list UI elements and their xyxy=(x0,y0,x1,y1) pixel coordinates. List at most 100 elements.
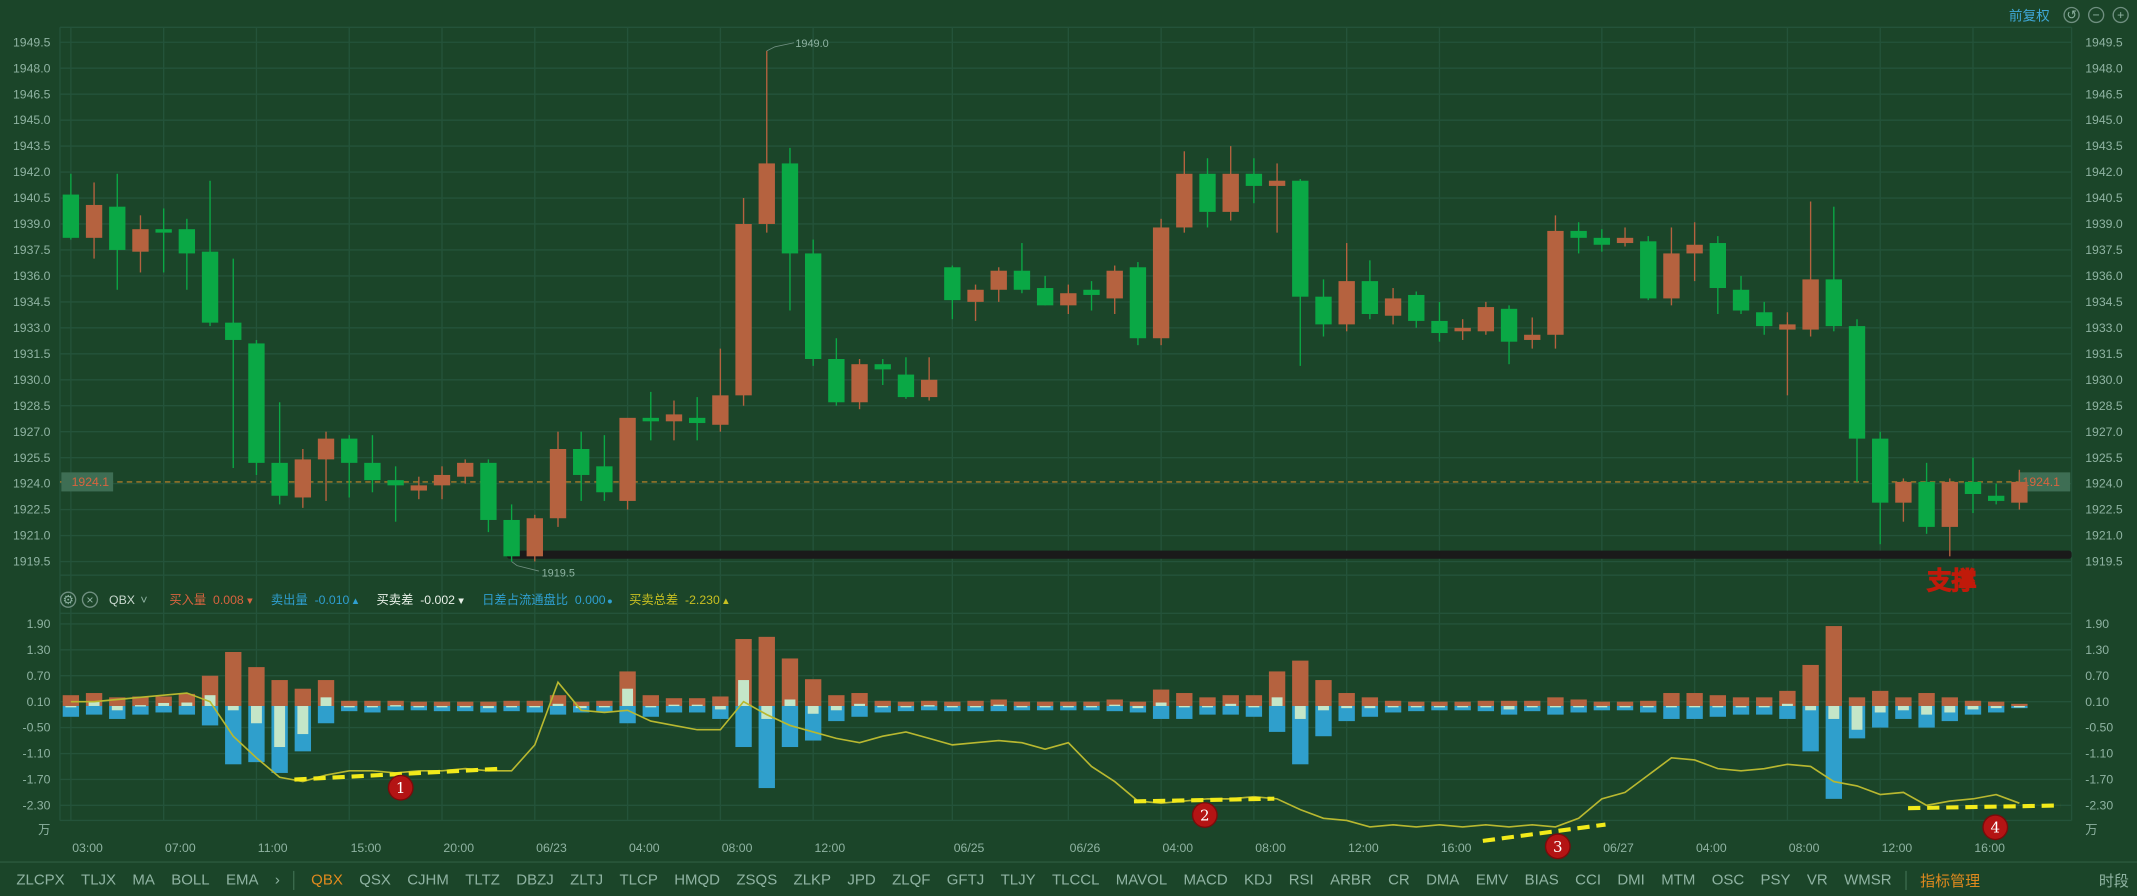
tab-cr[interactable]: CR xyxy=(1388,871,1410,888)
candle xyxy=(1292,178,1309,366)
buy-volume-bar xyxy=(1732,697,1750,706)
candle xyxy=(1732,275,1750,314)
tab-arbr[interactable]: ARBR xyxy=(1330,871,1372,888)
tab-tlccl[interactable]: TLCCL xyxy=(1051,871,1100,888)
chart-canvas[interactable]: 1949.5 1949.5 1948.0 1948.0 1946.5 1946.5 1945… xyxy=(0,0,2137,861)
net-diff-bar xyxy=(714,705,726,710)
tab-dbzj[interactable]: DBZJ xyxy=(516,871,554,888)
tabs-scroll-chevron-icon[interactable]: › xyxy=(274,871,280,888)
tab-vr[interactable]: VR xyxy=(1806,871,1828,888)
net-diff-bar xyxy=(1062,705,1074,708)
tab-kdj[interactable]: KDJ xyxy=(1244,871,1273,888)
candle xyxy=(1988,483,2005,505)
tab-cci[interactable]: CCI xyxy=(1575,871,1602,888)
time-tick-label: 07:00 xyxy=(165,841,196,855)
trend-annotation-line xyxy=(1908,803,2061,811)
tab-bias[interactable]: BIAS xyxy=(1524,871,1559,888)
close-icon[interactable]: × xyxy=(81,590,99,608)
tab-cjhm[interactable]: CJHM xyxy=(407,871,449,888)
qbx-bar-group xyxy=(1129,701,1147,713)
buy-volume-bar xyxy=(1338,693,1355,706)
candle-body xyxy=(526,518,543,557)
tab-zsqs[interactable]: ZSQS xyxy=(736,871,778,888)
price-tick-right: 1928.5 xyxy=(2085,399,2123,413)
tab-qsx[interactable]: QSX xyxy=(359,871,391,888)
indicator-name[interactable]: QBX xyxy=(109,592,135,606)
tab-jpd[interactable]: JPD xyxy=(847,871,876,888)
tab-tltz[interactable]: TLTZ xyxy=(465,871,500,888)
tab-ema[interactable]: EMA xyxy=(225,871,259,888)
qbx-bar-group xyxy=(1060,701,1077,711)
price-tick-left: 1933.0 xyxy=(13,321,51,335)
candle xyxy=(85,182,103,259)
tab-tlcp[interactable]: TLCP xyxy=(619,871,658,888)
net-diff-bar xyxy=(1712,705,1724,708)
qbx-bar-group xyxy=(619,671,636,724)
candle-body xyxy=(1802,279,1819,330)
tab-zlqf[interactable]: ZLQF xyxy=(892,871,931,888)
zoom-out-icon[interactable]: − xyxy=(2087,6,2105,23)
price-tick-right: 1948.0 xyxy=(2085,61,2123,75)
sub-tick-left: -0.50 xyxy=(23,721,51,735)
tab-zlcpx[interactable]: ZLCPX xyxy=(16,871,65,888)
sell-volume-bar xyxy=(364,705,381,713)
tab-mtm[interactable]: MTM xyxy=(1661,871,1696,888)
candle xyxy=(526,514,543,562)
buy-volume-bar xyxy=(1802,664,1819,706)
period-button[interactable]: 时段 xyxy=(2098,872,2129,890)
candle-body xyxy=(1477,307,1495,332)
tab-hmqd[interactable]: HMQD xyxy=(674,871,721,888)
buy-volume-bar xyxy=(1036,701,1054,706)
tab-tljx[interactable]: TLJX xyxy=(81,871,117,888)
qbx-bar-group xyxy=(294,688,312,752)
gear-icon[interactable]: ⚙ xyxy=(59,590,77,608)
tab-qbx[interactable]: QBX xyxy=(311,871,343,888)
candle-body xyxy=(665,414,683,422)
buy-volume-bar xyxy=(1431,701,1448,706)
buy-volume-bar xyxy=(944,701,961,706)
tab-wmsr[interactable]: WMSR xyxy=(1844,871,1892,888)
price-tick-left: 1946.5 xyxy=(13,87,51,101)
buy-volume-bar xyxy=(225,651,242,706)
undo-icon[interactable]: ↺ xyxy=(2063,6,2080,23)
candle xyxy=(1338,243,1355,332)
tab-psy[interactable]: PSY xyxy=(1760,871,1791,888)
candle xyxy=(1361,260,1379,320)
tab-gftj[interactable]: GFTJ xyxy=(946,871,985,888)
price-adjust-mode[interactable]: 前复权 xyxy=(2008,9,2050,25)
tab-macd[interactable]: MACD xyxy=(1183,871,1228,888)
tab-rsi[interactable]: RSI xyxy=(1288,871,1314,888)
buy-volume-bar xyxy=(1454,701,1471,706)
candle-body xyxy=(1408,294,1425,321)
net-diff-bar xyxy=(900,705,912,708)
net-diff-bar xyxy=(529,705,541,708)
net-diff-bar xyxy=(1410,705,1422,708)
tab-tljy[interactable]: TLJY xyxy=(1000,871,1036,888)
buy-volume-bar xyxy=(1315,680,1332,706)
tab-zltj[interactable]: ZLTJ xyxy=(570,871,604,888)
tab-mavol[interactable]: MAVOL xyxy=(1115,871,1168,888)
net-diff-bar xyxy=(1039,705,1051,708)
buy-volume-bar xyxy=(1129,701,1147,706)
tab-dma[interactable]: DMA xyxy=(1426,871,1460,888)
indicator-manage-button[interactable]: 指标管理 xyxy=(1920,872,1981,890)
time-tick-label: 11:00 xyxy=(258,841,288,855)
tab-boll[interactable]: BOLL xyxy=(171,871,210,888)
qbx-bar-group xyxy=(1825,626,1842,799)
sell-volume-bar xyxy=(619,705,636,724)
tab-dmi[interactable]: DMI xyxy=(1617,871,1645,888)
candle-body xyxy=(1524,334,1541,340)
sell-volume-bar xyxy=(735,705,752,748)
candle xyxy=(1756,301,1773,335)
net-diff-bar xyxy=(65,705,77,708)
tab-osc[interactable]: OSC xyxy=(1711,871,1745,888)
tab-zlkp[interactable]: ZLKP xyxy=(793,871,832,888)
time-tick-label: 04:00 xyxy=(1162,841,1193,855)
chevron-down-icon[interactable]: ˅ xyxy=(140,592,148,606)
min-price-leader xyxy=(511,561,539,572)
candle xyxy=(225,258,242,469)
tab-emv[interactable]: EMV xyxy=(1475,871,1509,888)
zoom-in-icon[interactable]: + xyxy=(2112,6,2129,23)
tab-ma[interactable]: MA xyxy=(132,871,155,888)
sell-volume-bar xyxy=(1268,705,1286,732)
